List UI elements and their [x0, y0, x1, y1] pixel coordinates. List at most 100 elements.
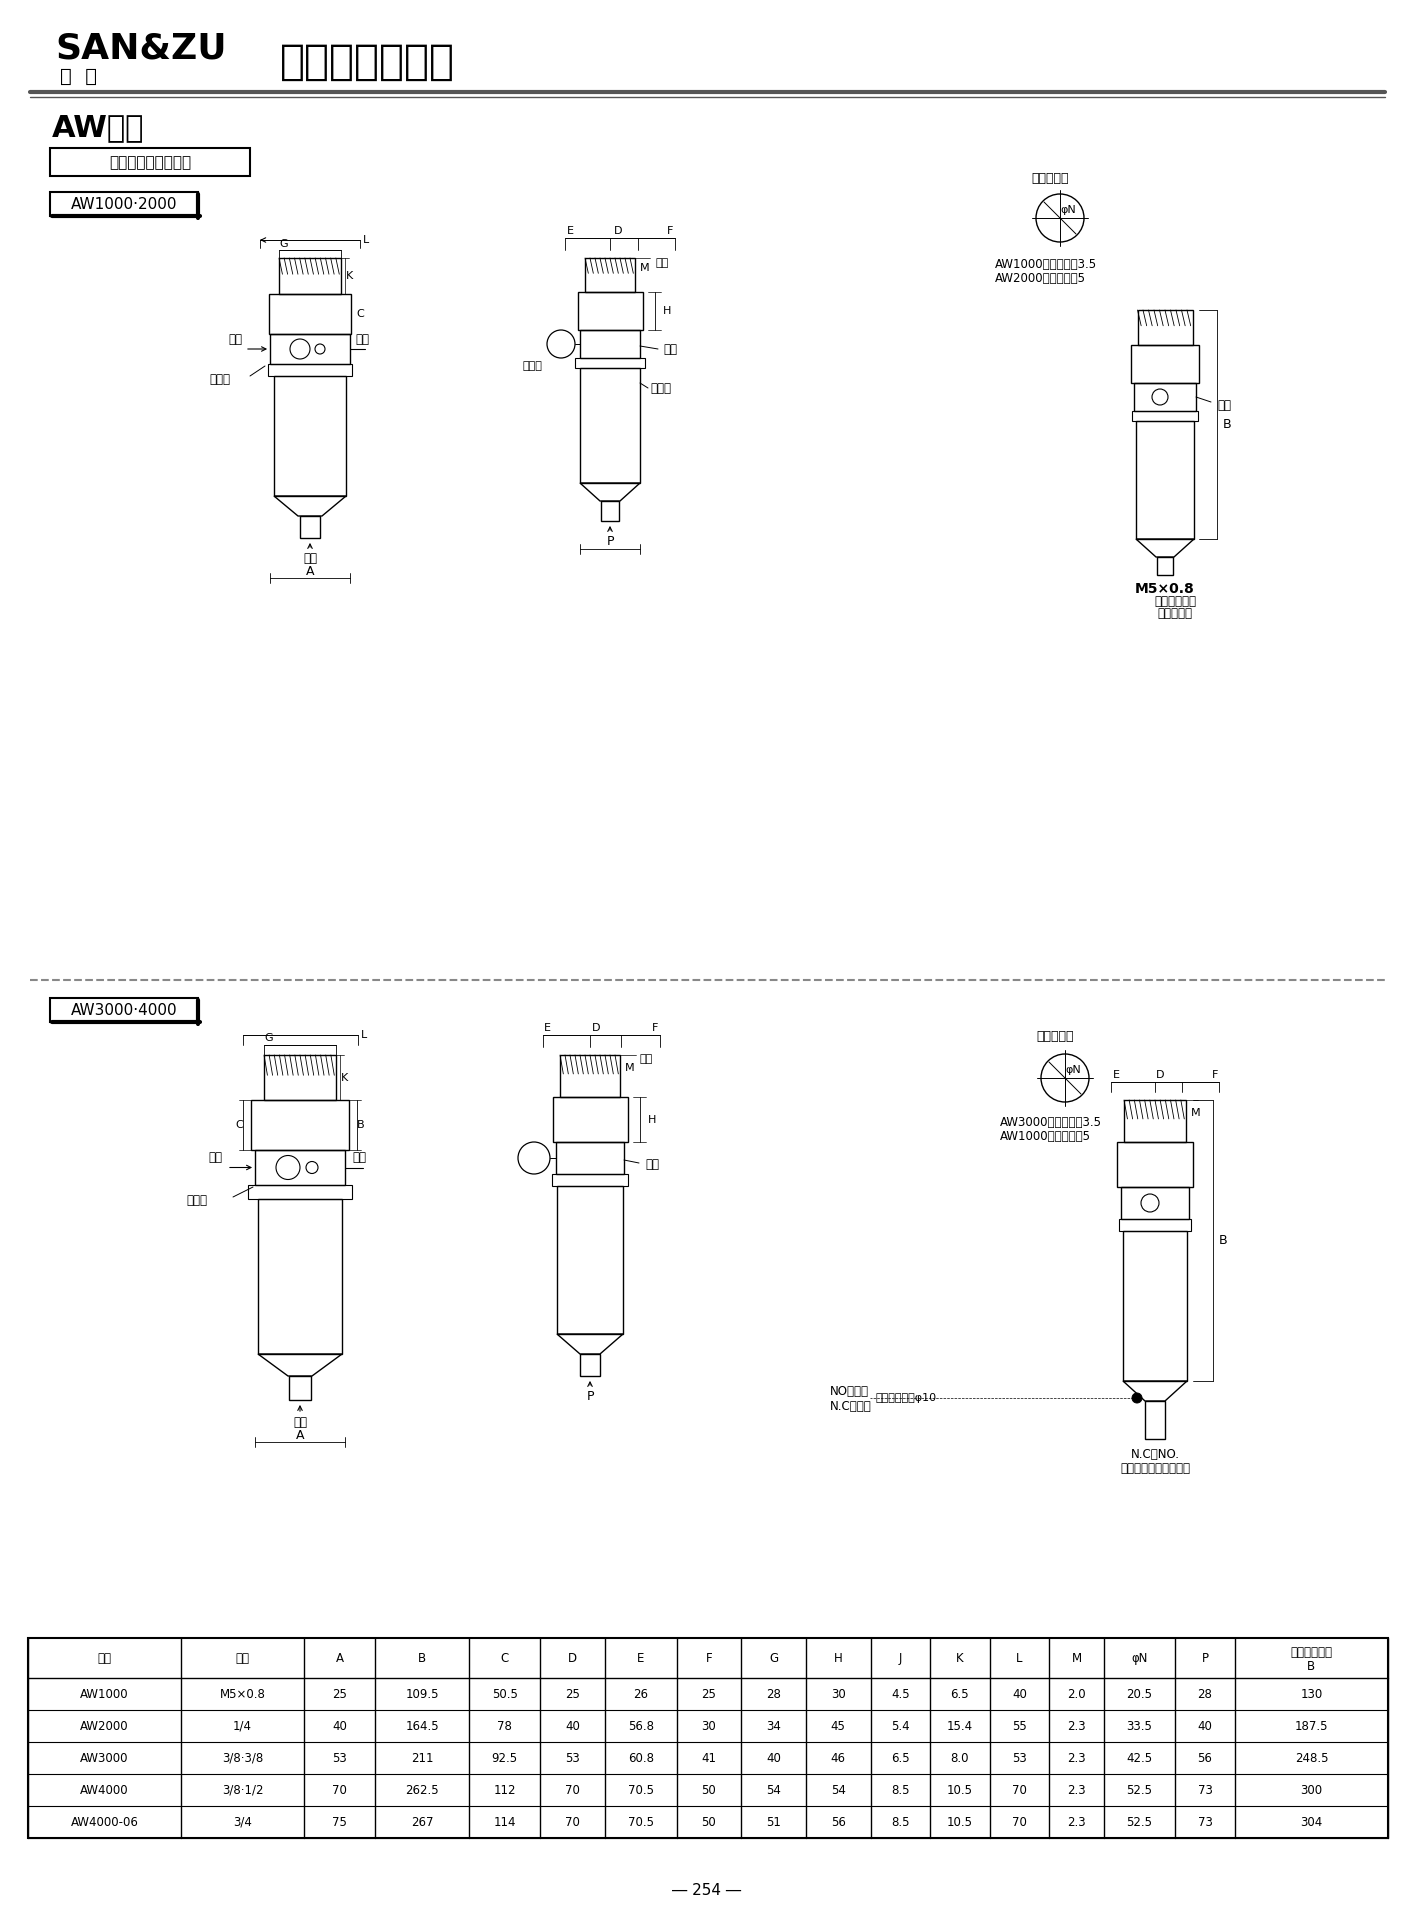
Text: 15.4: 15.4	[947, 1719, 974, 1733]
Text: 25: 25	[702, 1687, 716, 1700]
Bar	[275, 376, 347, 495]
Bar	[300, 516, 320, 537]
Bar	[1131, 345, 1199, 384]
Text: M: M	[640, 263, 649, 272]
Bar	[558, 1186, 623, 1334]
Text: 70: 70	[1012, 1783, 1027, 1796]
Text: 92.5: 92.5	[491, 1752, 518, 1764]
Text: M5×0.8: M5×0.8	[1135, 581, 1194, 597]
Text: 入口: 入口	[228, 332, 242, 345]
Text: 54: 54	[766, 1783, 781, 1796]
Text: K: K	[347, 271, 354, 280]
Text: 2.3: 2.3	[1067, 1752, 1085, 1764]
Text: 快速接头式自动排水型: 快速接头式自动排水型	[1121, 1462, 1190, 1474]
Text: 4.5: 4.5	[891, 1687, 910, 1700]
Polygon shape	[580, 484, 640, 501]
Text: 26: 26	[634, 1687, 648, 1700]
Text: 2.3: 2.3	[1067, 1783, 1085, 1796]
Text: 56: 56	[1197, 1752, 1213, 1764]
Text: 3/4: 3/4	[233, 1815, 252, 1829]
Text: 34: 34	[766, 1719, 781, 1733]
Bar	[1138, 311, 1193, 345]
Text: B: B	[1218, 1234, 1228, 1247]
Text: 6.5: 6.5	[891, 1752, 910, 1764]
Text: 50: 50	[702, 1815, 716, 1829]
Bar	[601, 501, 618, 520]
Bar	[1119, 1219, 1191, 1230]
Bar	[1124, 1100, 1186, 1142]
Text: 78: 78	[497, 1719, 512, 1733]
Circle shape	[1132, 1393, 1142, 1403]
Text: 52.5: 52.5	[1126, 1783, 1152, 1796]
Text: 压力表: 压力表	[649, 382, 671, 395]
Text: 5.4: 5.4	[891, 1719, 910, 1733]
Text: 外形尺寸图（毫米）: 外形尺寸图（毫米）	[109, 155, 191, 171]
Bar	[279, 257, 341, 294]
Text: 75: 75	[333, 1815, 347, 1829]
Text: 55: 55	[1012, 1719, 1027, 1733]
Text: 托架: 托架	[655, 257, 668, 269]
Text: A: A	[296, 1428, 304, 1441]
Bar	[1121, 1188, 1189, 1219]
Text: 70: 70	[333, 1783, 347, 1796]
Text: 267: 267	[410, 1815, 433, 1829]
Text: 20.5: 20.5	[1126, 1687, 1152, 1700]
Text: （无压型）: （无压型）	[1157, 606, 1193, 620]
Text: N.C，NO.: N.C，NO.	[1131, 1447, 1180, 1460]
Text: C: C	[235, 1121, 243, 1130]
Text: AW2000：最大厚度5: AW2000：最大厚度5	[995, 271, 1085, 284]
Text: 300: 300	[1300, 1783, 1323, 1796]
Text: 50.5: 50.5	[491, 1687, 518, 1700]
Text: AW3000: AW3000	[81, 1752, 129, 1764]
Text: A: A	[306, 564, 314, 578]
Text: C: C	[357, 309, 364, 319]
Text: 压座紧固外径φ10: 压座紧固外径φ10	[874, 1393, 937, 1403]
Text: 52.5: 52.5	[1126, 1815, 1152, 1829]
Text: 40: 40	[766, 1752, 781, 1764]
Bar	[28, 1639, 1388, 1838]
Text: P: P	[586, 1389, 594, 1403]
Text: 压力表: 压力表	[522, 361, 542, 370]
Text: 40: 40	[1197, 1719, 1213, 1733]
Text: SAN&ZU: SAN&ZU	[55, 31, 226, 65]
Text: 187.5: 187.5	[1295, 1719, 1329, 1733]
Text: P: P	[1201, 1652, 1208, 1664]
Bar	[1132, 411, 1199, 420]
Text: 70.5: 70.5	[628, 1783, 654, 1796]
Text: 70: 70	[565, 1783, 580, 1796]
Text: 8.0: 8.0	[951, 1752, 969, 1764]
Text: 型号: 型号	[98, 1652, 112, 1664]
Text: H: H	[648, 1115, 657, 1125]
Bar	[584, 257, 635, 292]
Bar	[50, 998, 198, 1023]
Text: 40: 40	[1012, 1687, 1027, 1700]
Text: M: M	[1071, 1652, 1081, 1664]
Text: H: H	[833, 1652, 842, 1664]
Text: 8.5: 8.5	[891, 1783, 910, 1796]
Text: L: L	[1016, 1652, 1023, 1664]
Text: L: L	[361, 1031, 366, 1040]
Bar	[267, 365, 352, 376]
Text: 10.5: 10.5	[947, 1815, 974, 1829]
Text: AW4000-06: AW4000-06	[71, 1815, 139, 1829]
Text: 53: 53	[566, 1752, 580, 1764]
Text: 6.5: 6.5	[951, 1687, 969, 1700]
Bar	[580, 330, 640, 359]
Text: 2.0: 2.0	[1067, 1687, 1085, 1700]
Text: F: F	[1211, 1071, 1218, 1080]
Polygon shape	[1124, 1382, 1187, 1401]
Bar	[577, 292, 642, 330]
Text: 8.5: 8.5	[891, 1815, 910, 1829]
Bar	[265, 1055, 335, 1100]
Text: 54: 54	[831, 1783, 846, 1796]
Text: 口径: 口径	[1217, 399, 1231, 411]
Text: 1/4: 1/4	[233, 1719, 252, 1733]
Bar	[270, 334, 350, 365]
Text: 28: 28	[766, 1687, 781, 1700]
Text: 连自动排水器: 连自动排水器	[1290, 1645, 1333, 1658]
Text: NO：黑色: NO：黑色	[831, 1384, 869, 1397]
Bar	[552, 1174, 628, 1186]
Text: 112: 112	[494, 1783, 516, 1796]
Polygon shape	[275, 495, 347, 516]
Text: 过滤器带调压阀: 过滤器带调压阀	[280, 40, 456, 83]
